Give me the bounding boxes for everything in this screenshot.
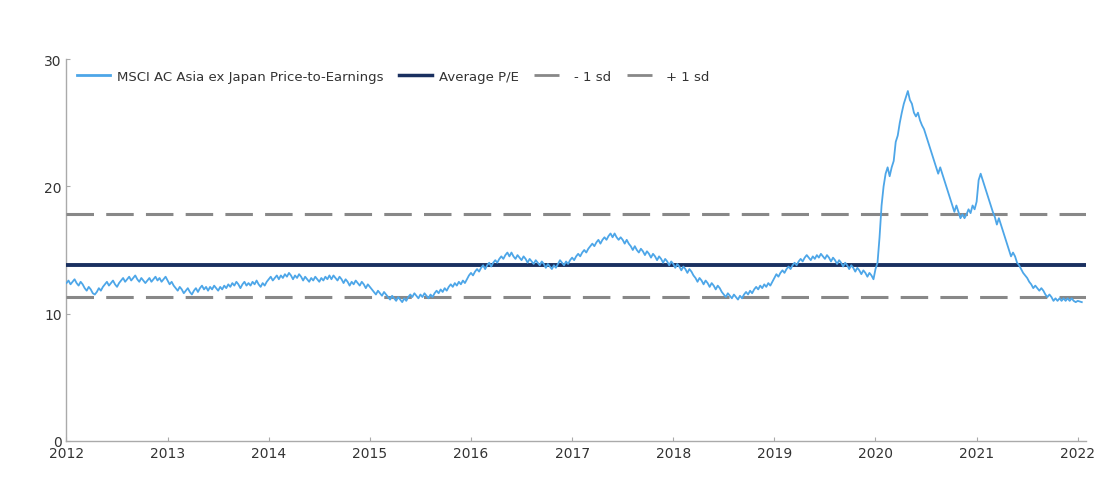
Legend: MSCI AC Asia ex Japan Price-to-Earnings, Average P/E, - 1 sd, + 1 sd: MSCI AC Asia ex Japan Price-to-Earnings,… — [73, 67, 714, 88]
